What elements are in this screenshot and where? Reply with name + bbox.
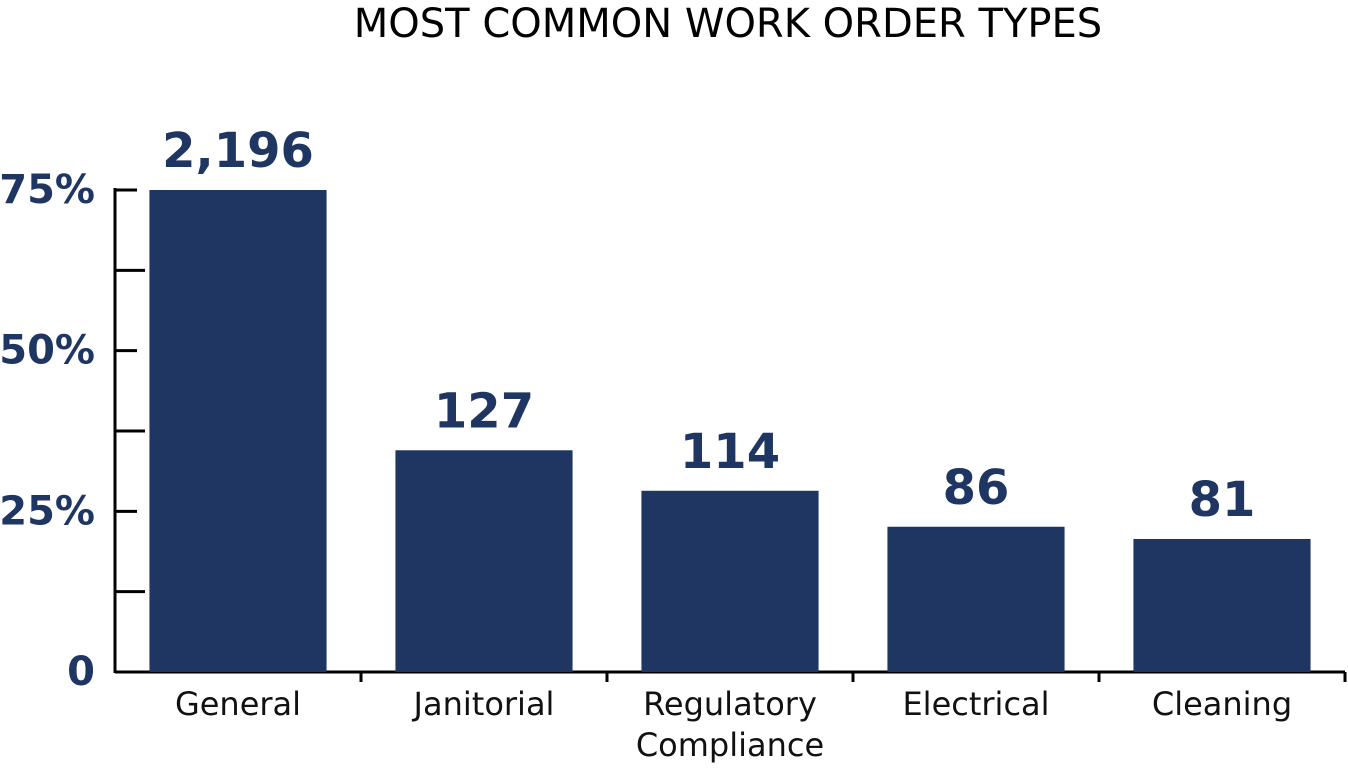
- data-label: 2,196: [162, 123, 314, 179]
- y-tick-label: 75%: [0, 167, 95, 213]
- y-tick-label: 0: [67, 649, 95, 695]
- x-tick-label: General: [175, 685, 301, 723]
- bar: [887, 526, 1065, 672]
- x-tick-label: Janitorial: [412, 685, 555, 723]
- data-label: 127: [434, 383, 534, 439]
- x-tick-label: Electrical: [902, 685, 1049, 723]
- data-label: 86: [943, 460, 1010, 516]
- bar: [1133, 538, 1311, 672]
- y-tick-label: 25%: [0, 488, 95, 534]
- x-tick-label: Cleaning: [1152, 685, 1292, 723]
- chart-title: MOST COMMON WORK ORDER TYPES: [354, 1, 1102, 47]
- bar: [149, 190, 327, 672]
- data-label: 114: [680, 424, 780, 480]
- y-tick-label: 50%: [0, 328, 95, 374]
- data-label: 81: [1189, 472, 1256, 528]
- bar: [641, 490, 819, 672]
- bar: [395, 450, 573, 672]
- x-tick-label: Regulatory Compliance: [636, 685, 824, 764]
